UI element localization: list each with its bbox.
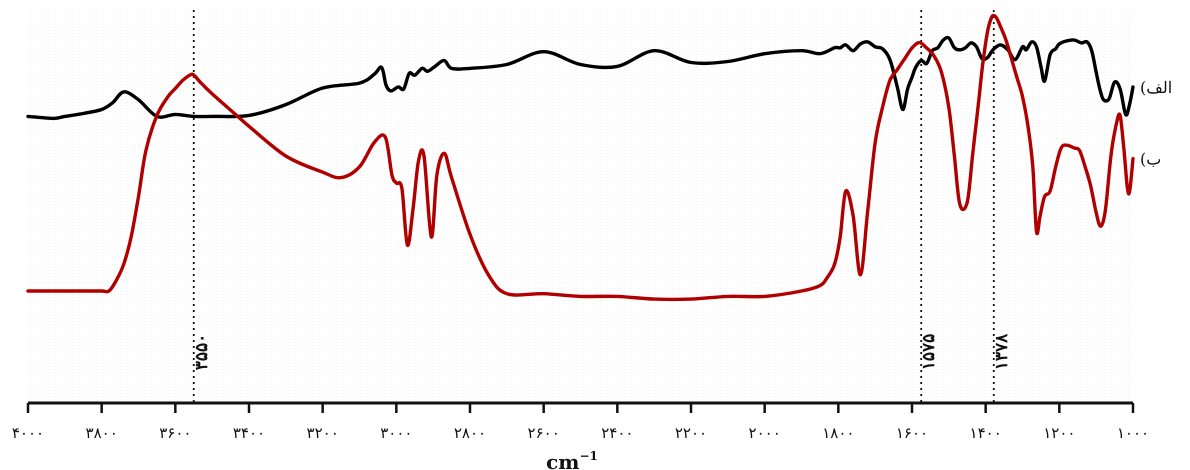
x-tick-label-3000: ۳۰۰۰ [380, 424, 412, 442]
x-tick-label-1200: ۱۲۰۰ [1043, 424, 1075, 442]
x-tick-label-3800: ۳۸۰۰ [86, 424, 118, 442]
x-tick-label-3200: ۳۲۰۰ [307, 424, 339, 442]
x-tick-label-3600: ۳۶۰۰ [159, 424, 191, 442]
x-tick-label-2800: ۲۸۰۰ [454, 424, 486, 442]
x-tick-label-4000: ۴۰۰۰ [12, 424, 44, 442]
series-labels: (الف (ب [1140, 78, 1172, 169]
x-axis-title-superscript: −1 [579, 449, 597, 463]
series-line-1 [26, 13, 1135, 302]
x-axis-title-base: cm [546, 450, 579, 470]
x-tick-label-1800: ۱۸۰۰ [822, 424, 854, 442]
series-label-0: (الف [1140, 78, 1172, 97]
x-tick-label-1400: ۱۴۰۰ [970, 424, 1002, 442]
series-label-1: (ب [1140, 150, 1161, 169]
x-tick-label-2000: ۲۰۰۰ [749, 424, 781, 442]
series-line-0 [26, 35, 1135, 121]
x-tick-label-1000: ۱۰۰۰ [1117, 424, 1149, 442]
plot-area [28, 10, 1133, 403]
x-axis-ticks: ۴۰۰۰ ۳۸۰۰ ۳۶۰۰ ۳۴۰۰ ۳۲۰۰ ۳۰۰۰ ۲۸۰۰ ۲۶۰۰ ۲۴۰۰ ۲۲۰۰… [12, 403, 1149, 442]
peak-label-3550: ۳۵۵۰ [192, 334, 212, 371]
x-tick-label-2600: ۲۶۰۰ [528, 424, 560, 442]
x-tick-label-2200: ۲۲۰۰ [675, 424, 707, 442]
peak-label-1575: ۱۵۷۵ [919, 334, 939, 371]
peak-label-1378: ۱۳۷۸ [992, 333, 1012, 370]
x-tick-label-3400: ۳۴۰۰ [233, 424, 265, 442]
x-tick-label-1600: ۱۶۰۰ [896, 424, 928, 442]
spectra [26, 13, 1135, 302]
peak-annotations: ۳۵۵۰ ۱۵۷۵ ۱۳۷۸ [192, 10, 1012, 403]
x-tick-label-2400: ۲۴۰۰ [601, 424, 633, 442]
x-axis-title: cm−1 [546, 449, 598, 470]
